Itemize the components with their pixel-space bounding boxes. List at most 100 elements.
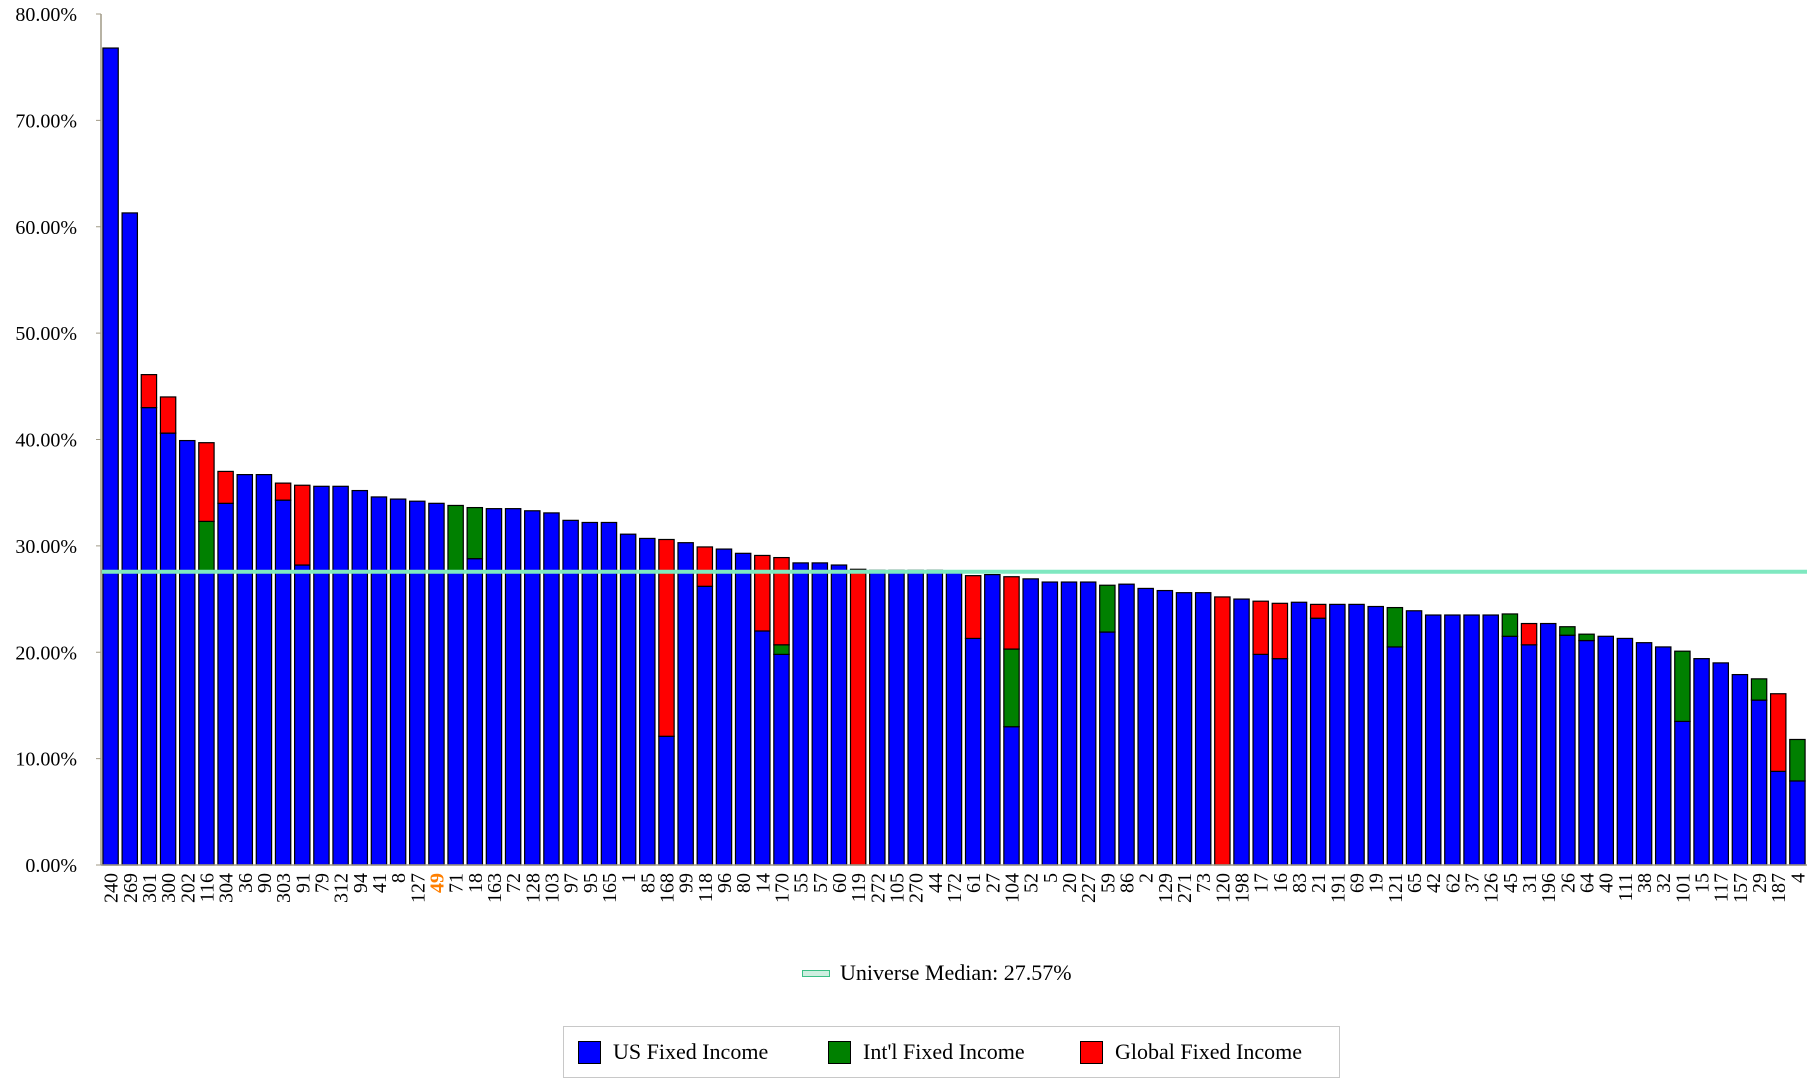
bar-intl [447,504,464,573]
y-tick-label: 0.00% [25,855,77,877]
bar-intl [773,644,790,655]
x-tick-label: 301 [139,873,161,903]
bar-us [1137,587,1154,866]
x-tick-label: 172 [944,873,966,903]
x-tick-label: 94 [350,873,372,893]
bar-us [792,562,809,866]
x-tick-label: 45 [1500,873,1522,893]
x-tick-label: 14 [752,873,774,893]
x-tick-label: 79 [311,873,333,893]
y-axis-ticks: 0.00% 10.00% 20.00% 30.00% 40.00% 50.00% 60.00… [15,4,101,877]
x-tick-label: 170 [771,873,793,903]
bar-intl [1559,626,1576,636]
x-tick-label: 72 [503,873,525,893]
bar-us [1405,610,1423,866]
x-tick-label: 163 [484,873,506,903]
x-tick-label: 304 [216,873,238,903]
bar-us [964,637,982,866]
x-tick-label: 95 [580,873,602,893]
bar-global [217,470,234,504]
bar-intl [466,506,484,560]
bar-us [274,499,292,866]
bar-us [1194,592,1212,866]
bar-global [198,442,215,523]
bar-us [1789,780,1806,866]
x-tick-label: 191 [1327,873,1349,903]
bar-global [274,482,292,501]
x-tick-label: 2 [1136,873,1158,883]
bar-us [1022,578,1039,866]
bar-global [773,556,790,646]
x-tick-label: 120 [1212,873,1234,903]
x-tick-label: 37 [1462,873,1484,893]
bar-us [1233,598,1250,866]
bar-intl [1578,633,1595,642]
x-tick-label: 118 [695,873,717,902]
bar-us [255,474,273,866]
bar-global [1520,622,1538,646]
x-tick-label: 129 [1155,873,1177,903]
x-tick-label: 127 [407,873,429,903]
x-tick-label: 52 [1021,873,1043,893]
x-tick-label: 271 [1174,873,1196,903]
x-tick-label: 116 [196,873,218,902]
legend-item-us: US Fixed Income [578,1027,768,1077]
x-tick-label: 80 [733,873,755,893]
x-tick-label: 202 [177,873,199,903]
bar-us [945,571,963,866]
bar-us [409,500,426,866]
y-tick-label: 60.00% [15,217,77,239]
x-tick-label: 117 [1711,873,1733,902]
bar-us [907,569,924,866]
x-tick-label: 49 [426,873,448,893]
bar-us [1252,653,1269,866]
bar-us [715,548,733,866]
bar-us [1712,662,1730,866]
x-tick-label: 240 [101,873,123,903]
bar-us [734,552,752,866]
bar-us [869,569,886,866]
x-tick-label: 17 [1251,873,1273,893]
x-tick-label: 96 [714,873,736,893]
bar-us [1424,614,1442,866]
bar-us [1348,603,1365,866]
bars [102,47,1806,866]
bar-us [888,569,905,866]
bar-us [1539,622,1557,866]
bar-global [1309,603,1327,619]
bar-us [466,558,484,866]
bar-us [524,510,541,866]
bar-us [926,569,944,866]
bar-us [313,485,330,866]
bar-global [849,568,867,866]
bar-us [485,508,503,866]
bar-us [677,542,694,866]
x-tick-label: 119 [848,873,870,902]
bar-global [1003,576,1020,650]
x-tick-label: 101 [1672,873,1694,903]
x-tick-label: 4 [1787,873,1807,883]
x-tick-label: 91 [292,873,314,893]
x-tick-label: 55 [791,873,813,893]
x-tick-label: 90 [254,873,276,893]
bar-global [696,546,714,587]
legend-item-global: Global Fixed Income [1080,1027,1302,1077]
x-tick-label: 26 [1557,873,1579,893]
x-tick-label: 38 [1634,873,1656,893]
bar-intl [1003,648,1020,728]
bar-us [1674,720,1691,866]
x-tick-label: 105 [886,873,908,903]
bar-us [1520,644,1538,866]
x-tick-label: 270 [906,873,928,903]
x-tick-label: 103 [541,873,563,903]
bar-us [1367,605,1384,866]
bar-intl [1750,678,1768,701]
median-legend: Universe Median: 27.57% [802,958,1072,988]
axes [100,14,1807,866]
x-tick-label: 8 [388,873,410,883]
bar-global [1252,600,1269,655]
x-tick-label: 168 [656,873,678,903]
y-tick-label: 10.00% [15,749,77,771]
bar-us [236,474,254,866]
